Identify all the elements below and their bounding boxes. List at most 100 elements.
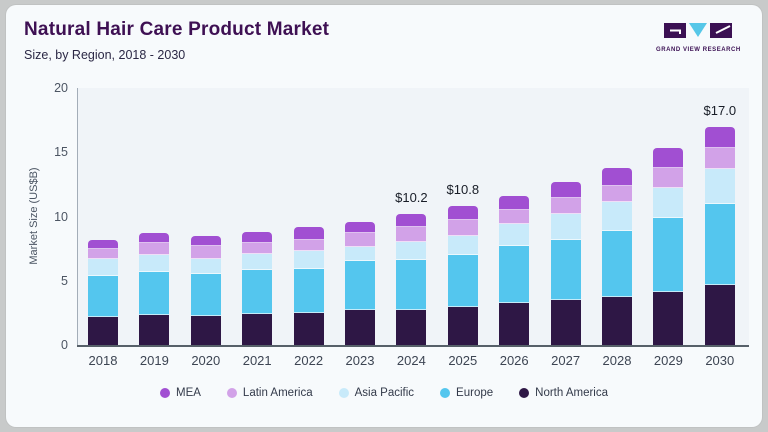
bar-segment-latin-america-2024 <box>396 226 427 243</box>
stacked-bar-2018 <box>88 239 118 345</box>
y-tick-label: 0 <box>61 338 68 352</box>
bar-segment-europe-2020 <box>190 274 221 317</box>
x-tick-label-2019: 2019 <box>139 353 169 368</box>
x-tick-label-2025: 2025 <box>448 353 478 368</box>
bar-segment-europe-2023 <box>345 261 375 311</box>
legend-dot-icon <box>519 388 530 398</box>
legend-item-north-america: North America <box>519 387 608 399</box>
legend-dot-icon <box>338 388 349 398</box>
y-tick-label: 10 <box>54 209 68 224</box>
x-tick-label-2030: 2030 <box>705 353 735 368</box>
bar-segment-north-america-2025 <box>447 307 478 345</box>
bar-segment-asia-pacific-2029 <box>653 187 684 218</box>
x-axis-line <box>77 345 749 347</box>
bar-segment-europe-2025 <box>447 255 478 308</box>
x-tick-label-2026: 2026 <box>499 353 529 368</box>
x-tick-label-2020: 2020 <box>191 353 221 368</box>
bar-segment-europe-2026 <box>499 246 530 304</box>
stacked-bar-2027 <box>550 181 581 345</box>
legend-label: Latin America <box>242 387 313 399</box>
bar-segment-north-america-2023 <box>345 310 375 345</box>
bar-segment-mea-2022 <box>293 226 324 240</box>
legend-item-europe: Europe <box>440 387 493 399</box>
legend-item-asia-pacific: Asia Pacific <box>338 387 415 399</box>
bar-segment-asia-pacific-2020 <box>190 258 221 275</box>
chart-title: Natural Hair Care Product Market <box>24 19 330 40</box>
bar-segment-europe-2024 <box>396 259 427 310</box>
bar-segment-north-america-2026 <box>499 303 530 345</box>
bar-segment-mea-2027 <box>550 181 581 198</box>
bar-segment-latin-america-2020 <box>190 246 221 259</box>
legend-item-latin-america: Latin America <box>226 387 313 399</box>
bar-segment-north-america-2021 <box>242 314 273 345</box>
header: Natural Hair Care Product Market Size, b… <box>24 19 329 62</box>
bar-segment-latin-america-2028 <box>602 185 632 203</box>
stacked-bar-2028 <box>602 167 632 345</box>
bar-segment-latin-america-2023 <box>345 233 375 248</box>
bar-segment-europe-2019 <box>139 271 170 315</box>
chart-subtitle: Size, by Region, 2018 - 2030 <box>24 48 186 62</box>
legend-dot-icon <box>440 388 451 398</box>
gvr-logo-icon <box>664 23 732 38</box>
bar-segment-asia-pacific-2019 <box>139 255 170 272</box>
legend-label: North America <box>535 387 608 399</box>
bar-segment-asia-pacific-2024 <box>396 242 427 260</box>
bar-segment-latin-america-2019 <box>139 243 170 256</box>
bar-segment-mea-2026 <box>499 195 530 211</box>
bar-segment-latin-america-2026 <box>499 210 530 225</box>
bar-segment-mea-2030 <box>704 126 735 148</box>
x-tick-label-2028: 2028 <box>602 353 632 368</box>
bar-segment-latin-america-2025 <box>447 219 478 236</box>
bar-segment-north-america-2022 <box>293 313 324 345</box>
x-tick-label-2018: 2018 <box>88 353 118 368</box>
bar-segment-north-america-2018 <box>88 316 118 345</box>
stacked-bar-2029 <box>653 148 684 345</box>
x-tick-label-2022: 2022 <box>294 353 324 368</box>
bar-segment-asia-pacific-2026 <box>499 224 530 247</box>
legend: MEA Latin America Asia Pacific Europe North … <box>6 387 762 399</box>
bar-segment-north-america-2027 <box>550 300 581 345</box>
data-label-2030: $17.0 <box>703 102 737 118</box>
bar-segment-asia-pacific-2023 <box>345 247 375 262</box>
stacked-bar-2022 <box>293 226 324 345</box>
bar-segment-north-america-2029 <box>653 291 684 345</box>
legend-label: MEA <box>176 387 201 399</box>
bar-segment-north-america-2019 <box>139 314 170 345</box>
bar-segment-europe-2018 <box>88 275 118 317</box>
bar-segment-asia-pacific-2022 <box>293 250 324 269</box>
legend-dot-icon <box>226 388 237 398</box>
bar-segment-mea-2020 <box>190 235 221 247</box>
bar-segment-asia-pacific-2030 <box>704 168 735 204</box>
bar-segment-mea-2018 <box>88 239 118 249</box>
bar-segment-north-america-2020 <box>190 316 221 345</box>
bar-segment-asia-pacific-2018 <box>88 258 118 276</box>
bar-segment-asia-pacific-2025 <box>447 235 478 256</box>
legend-label: Asia Pacific <box>354 387 415 399</box>
bar-segment-mea-2029 <box>653 148 684 169</box>
y-tick-label: 5 <box>61 273 68 288</box>
bar-segment-north-america-2030 <box>704 285 735 345</box>
x-tick-label-2024: 2024 <box>396 353 426 368</box>
bar-segment-europe-2030 <box>704 203 735 286</box>
bar-segment-mea-2021 <box>242 231 273 243</box>
stacked-bar-2019 <box>139 233 170 345</box>
bar-segment-europe-2029 <box>653 217 684 292</box>
stacked-bar-2023 <box>345 221 375 345</box>
bar-segment-asia-pacific-2027 <box>550 213 581 240</box>
data-label-2024: $10.2 <box>395 189 428 205</box>
bar-segment-mea-2024 <box>396 213 427 227</box>
data-label-2025: $10.8 <box>446 182 480 198</box>
bar-segment-latin-america-2021 <box>242 242 273 254</box>
y-tick-label: 20 <box>54 81 68 95</box>
stacked-bar-2026 <box>499 195 530 345</box>
bar-segment-asia-pacific-2028 <box>602 202 632 231</box>
x-tick-label-2021: 2021 <box>242 353 272 368</box>
bar-segment-europe-2028 <box>602 230 632 297</box>
bar-segment-europe-2027 <box>550 239 581 300</box>
bar-segment-europe-2021 <box>242 270 273 315</box>
bar-segment-mea-2019 <box>139 233 170 244</box>
stacked-bar-2021 <box>242 231 273 345</box>
brand-logo-text: GRAND VIEW RESEARCH <box>656 47 741 53</box>
brand-logo: GRAND VIEW RESEARCH <box>656 16 740 53</box>
bar-segment-latin-america-2029 <box>653 168 684 188</box>
